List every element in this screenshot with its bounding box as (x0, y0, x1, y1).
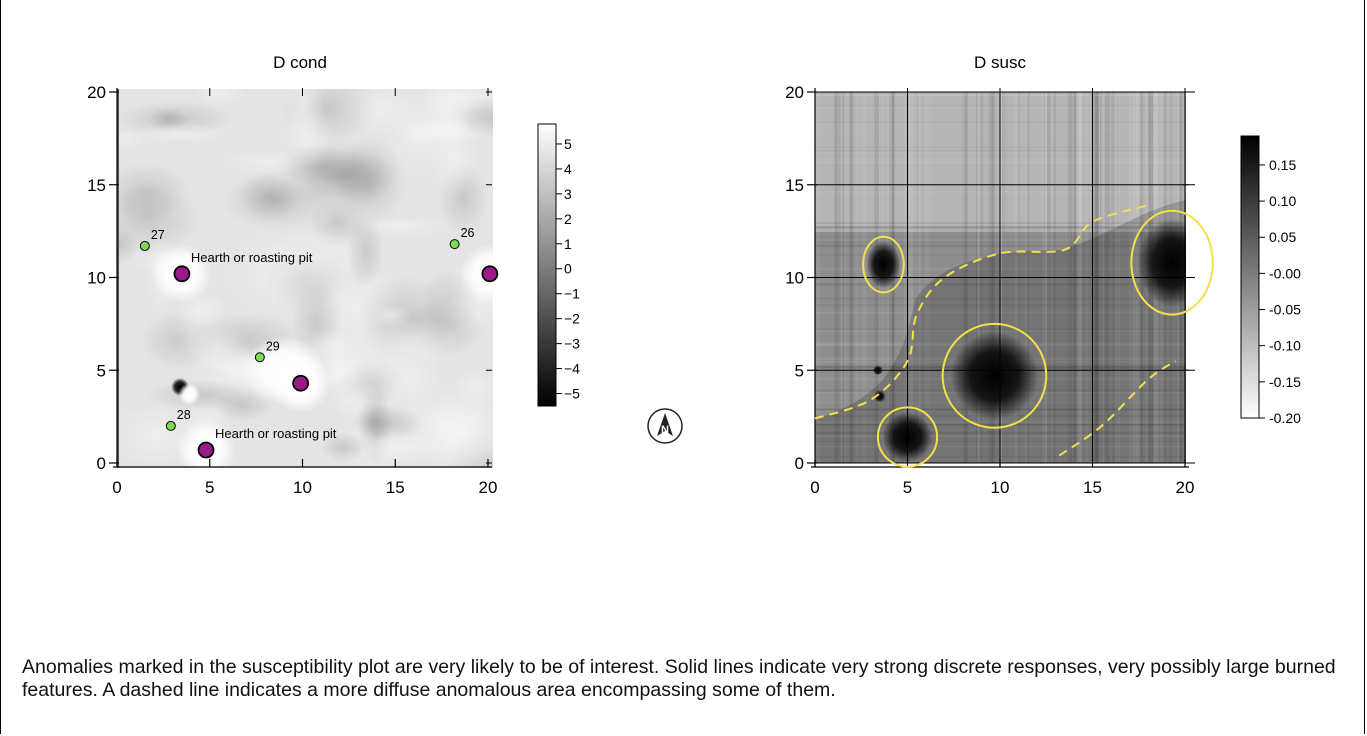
hearth-marker (481, 265, 499, 283)
sample-point (254, 352, 265, 363)
colorbar-tick-label: 5 (564, 136, 572, 152)
cond-x-tick-label: 0 (112, 478, 121, 497)
sample-point (449, 239, 460, 250)
cond-y-tick-label: 0 (97, 454, 106, 473)
hearth-label: Hearth or roasting pit (215, 426, 337, 441)
susc-colorbar: 0.15 0.10 0.05 -0.00 -0.05 -0.10 -0.15 -0.20 (1240, 135, 1301, 426)
susc-y-tick-label: 15 (785, 176, 804, 195)
susc-x-tick-label: 10 (991, 478, 1010, 497)
sample-label: 27 (151, 228, 165, 242)
diffuse-anomaly-outline (814, 204, 1149, 420)
figure-caption: Anomalies marked in the susceptibility p… (22, 656, 1336, 701)
colorbar-tick-label: 0.10 (1269, 193, 1296, 209)
sample-label: 26 (461, 226, 475, 240)
susc-title: D susc (974, 53, 1026, 72)
colorbar-tick-label: −3 (564, 336, 580, 352)
colorbar-tick-label: -0.10 (1269, 338, 1301, 354)
colorbar-tick-label: −4 (564, 361, 580, 377)
colorbar-tick-label: 0 (564, 261, 572, 277)
susc-anomalies (814, 204, 1214, 468)
north-arrow-label: N (661, 424, 669, 436)
solid-anomaly-outline (941, 322, 1048, 429)
sample-point (139, 240, 150, 251)
susc-y-tick-label: 0 (795, 454, 804, 473)
colorbar-tick-label: -0.15 (1269, 374, 1301, 390)
colorbar-tick-label: 2 (564, 211, 572, 227)
cond-x-tick-label: 15 (386, 478, 405, 497)
cond-y-tick-label: 5 (97, 361, 106, 380)
susc-x-tick-label: 0 (810, 478, 819, 497)
cond-heatmap (117, 89, 493, 468)
colorbar-tick-label: 3 (564, 186, 572, 202)
susc-x-tick-label: 15 (1083, 478, 1102, 497)
sample-point (165, 420, 176, 431)
hearth-marker (292, 374, 310, 392)
cond-x-tick-label: 20 (479, 478, 498, 497)
cond-y-tick-label: 15 (87, 176, 106, 195)
cond-colorbar: 5 4 3 2 1 0 −1 −2 −3 −4 −5 (537, 123, 580, 407)
susc-x-tick-label: 20 (1176, 478, 1195, 497)
solid-anomaly-outline (876, 406, 939, 468)
susc-x-tick-label: 5 (903, 478, 912, 497)
hearth-marker (197, 441, 215, 459)
colorbar-tick-label: −5 (564, 386, 580, 402)
diffuse-anomaly-outline (1058, 360, 1177, 457)
colorbar-tick-label: 0.15 (1269, 157, 1296, 173)
susc-y-tick-label: 5 (795, 361, 804, 380)
solid-anomaly-outline (1130, 209, 1214, 316)
colorbar-tick-label: -0.00 (1269, 265, 1301, 281)
cond-y-tick-label: 10 (87, 269, 106, 288)
susc-y-tick-label: 10 (785, 269, 804, 288)
sample-label: 28 (177, 408, 191, 422)
susc-y-tick-label: 20 (785, 83, 804, 102)
susc-axes: 0 5 10 15 20 0 5 10 15 20 (785, 83, 1194, 497)
colorbar-tick-label: 1 (564, 236, 572, 252)
solid-anomaly-outline (862, 235, 905, 294)
colorbar-tick-label: −2 (564, 311, 580, 327)
sample-label: 29 (266, 339, 280, 353)
colorbar-tick-label: 4 (564, 161, 572, 177)
cond-markers: Hearth or roasting pit Hearth or roasting… (139, 226, 499, 459)
north-arrow-icon: N (647, 408, 683, 444)
cond-y-tick-label: 20 (87, 83, 106, 102)
hearth-marker (173, 265, 191, 283)
cond-title: D cond (273, 53, 327, 72)
susc-colorbar-bar (1240, 135, 1260, 419)
colorbar-tick-label: −1 (564, 286, 580, 302)
cond-colorbar-bar (537, 123, 557, 407)
colorbar-tick-label: -0.05 (1269, 302, 1301, 318)
susc-panel: D susc 0 5 10 15 20 0 5 10 15 20 0.15 0.10 0.05 -0.0… (785, 53, 1301, 497)
colorbar-tick-label: -0.20 (1269, 410, 1301, 426)
cond-axes: 0 5 10 15 20 0 5 10 15 20 (87, 83, 497, 497)
colorbar-tick-label: 0.05 (1269, 229, 1296, 245)
hearth-label: Hearth or roasting pit (191, 250, 313, 265)
cond-x-tick-label: 5 (205, 478, 214, 497)
cond-x-tick-label: 10 (293, 478, 312, 497)
